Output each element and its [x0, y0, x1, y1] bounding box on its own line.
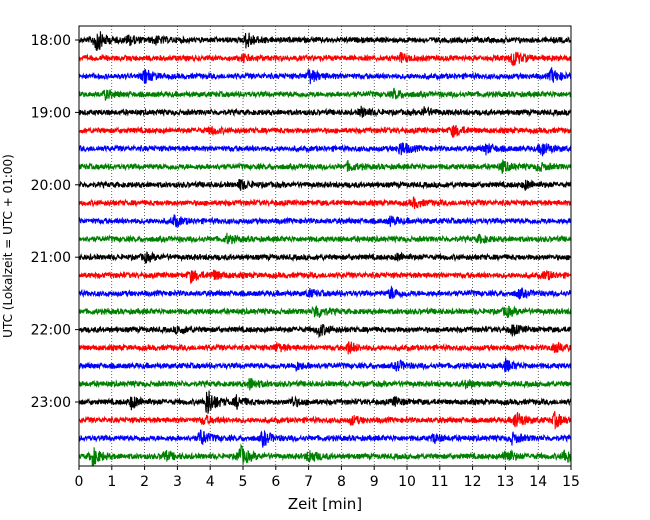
x-tick-label-5: 5	[239, 474, 248, 490]
x-axis-label: Zeit [min]	[288, 495, 362, 513]
x-tick-label-1: 1	[107, 474, 116, 490]
trace-20:45	[78, 232, 572, 245]
trace-22:30	[78, 357, 572, 373]
trace-18:45	[78, 87, 572, 101]
y-tick-label-18:00: 18:00	[31, 33, 71, 49]
trace-21:00	[78, 250, 572, 265]
trace-20:00	[78, 178, 572, 191]
seismogram-traces	[78, 31, 572, 467]
y-axis-ticks: 18:00 19:00 20:00 21:00 22:00 23:00	[31, 33, 79, 411]
x-tick-label-7: 7	[304, 474, 313, 490]
trace-20:15	[78, 196, 572, 210]
trace-23:00	[78, 390, 572, 414]
trace-22:15	[78, 341, 572, 355]
trace-23:15	[78, 410, 572, 430]
trace-23:45	[78, 443, 572, 467]
trace-18:30	[78, 67, 572, 85]
trace-19:00	[78, 105, 572, 118]
x-tick-label-4: 4	[206, 474, 215, 490]
x-tick-label-8: 8	[337, 474, 346, 490]
trace-20:30	[78, 214, 572, 228]
y-tick-label-20:00: 20:00	[31, 178, 71, 194]
x-axis-ticks: 0 1 2 3 4 5 6 7 8 9 10 11 12 13 14 15	[75, 466, 580, 490]
x-tick-label-15: 15	[562, 474, 580, 490]
trace-21:15	[78, 269, 572, 285]
x-tick-label-14: 14	[529, 474, 547, 490]
trace-21:30	[78, 285, 572, 300]
x-tick-label-13: 13	[496, 474, 514, 490]
trace-23:30	[78, 429, 572, 448]
x-tick-label-6: 6	[271, 474, 280, 490]
y-axis-label: UTC (Lokalzeit = UTC + 01:00)	[1, 154, 15, 338]
plot-frame	[78, 25, 572, 467]
vertical-grid	[111, 26, 539, 466]
x-tick-label-11: 11	[431, 474, 449, 490]
trace-18:00	[78, 31, 572, 52]
x-tick-label-0: 0	[75, 474, 84, 490]
y-tick-label-21:00: 21:00	[31, 250, 71, 266]
x-tick-label-12: 12	[464, 474, 482, 490]
trace-22:00	[78, 324, 572, 339]
trace-19:30	[78, 141, 572, 157]
trace-21:45	[78, 305, 572, 319]
x-tick-label-2: 2	[140, 474, 149, 490]
x-tick-label-3: 3	[173, 474, 182, 490]
trace-19:45	[78, 159, 572, 174]
trace-19:15	[78, 125, 572, 139]
y-tick-label-23:00: 23:00	[31, 395, 71, 411]
trace-18:15	[78, 51, 572, 67]
trace-22:45	[78, 378, 572, 391]
y-tick-label-19:00: 19:00	[31, 105, 71, 121]
x-tick-label-9: 9	[370, 474, 379, 490]
x-tick-label-10: 10	[398, 474, 416, 490]
y-tick-label-22:00: 22:00	[31, 323, 71, 339]
